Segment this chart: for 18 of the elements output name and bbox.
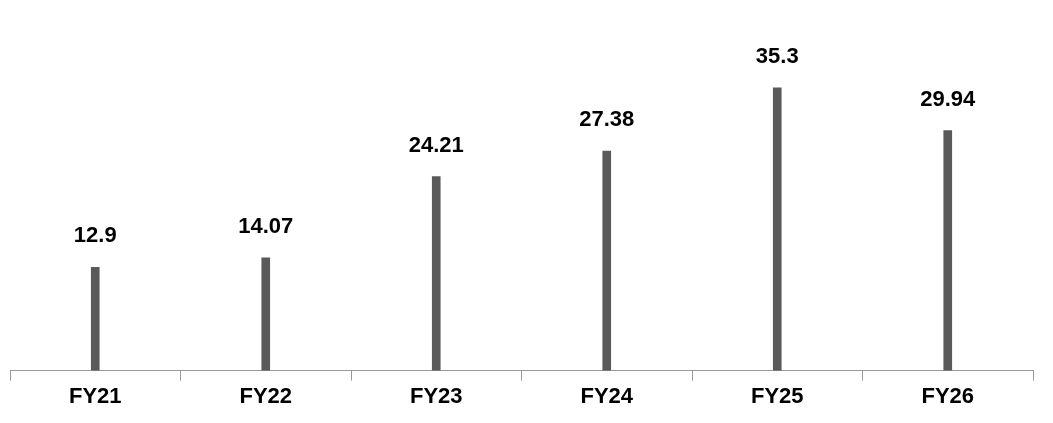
data-label: 12.9 [73,222,117,248]
x-tick-label: FY25 [750,382,804,408]
bar [772,87,782,371]
data-label: 35.3 [755,42,799,68]
data-label: 14.07 [238,212,294,238]
x-tick-label: FY21 [68,382,122,408]
bar [431,176,441,371]
bar [261,257,271,371]
x-tick-label: FY22 [239,382,293,408]
x-tick-label: FY23 [409,382,463,408]
data-label: 29.94 [920,85,977,111]
data-label: 27.38 [579,106,635,132]
data-label: 24.21 [408,131,464,157]
bar [943,130,953,371]
bar [602,150,612,371]
x-tick-label: FY26 [921,382,975,408]
bar [90,266,100,371]
x-tick-label: FY24 [580,382,634,408]
